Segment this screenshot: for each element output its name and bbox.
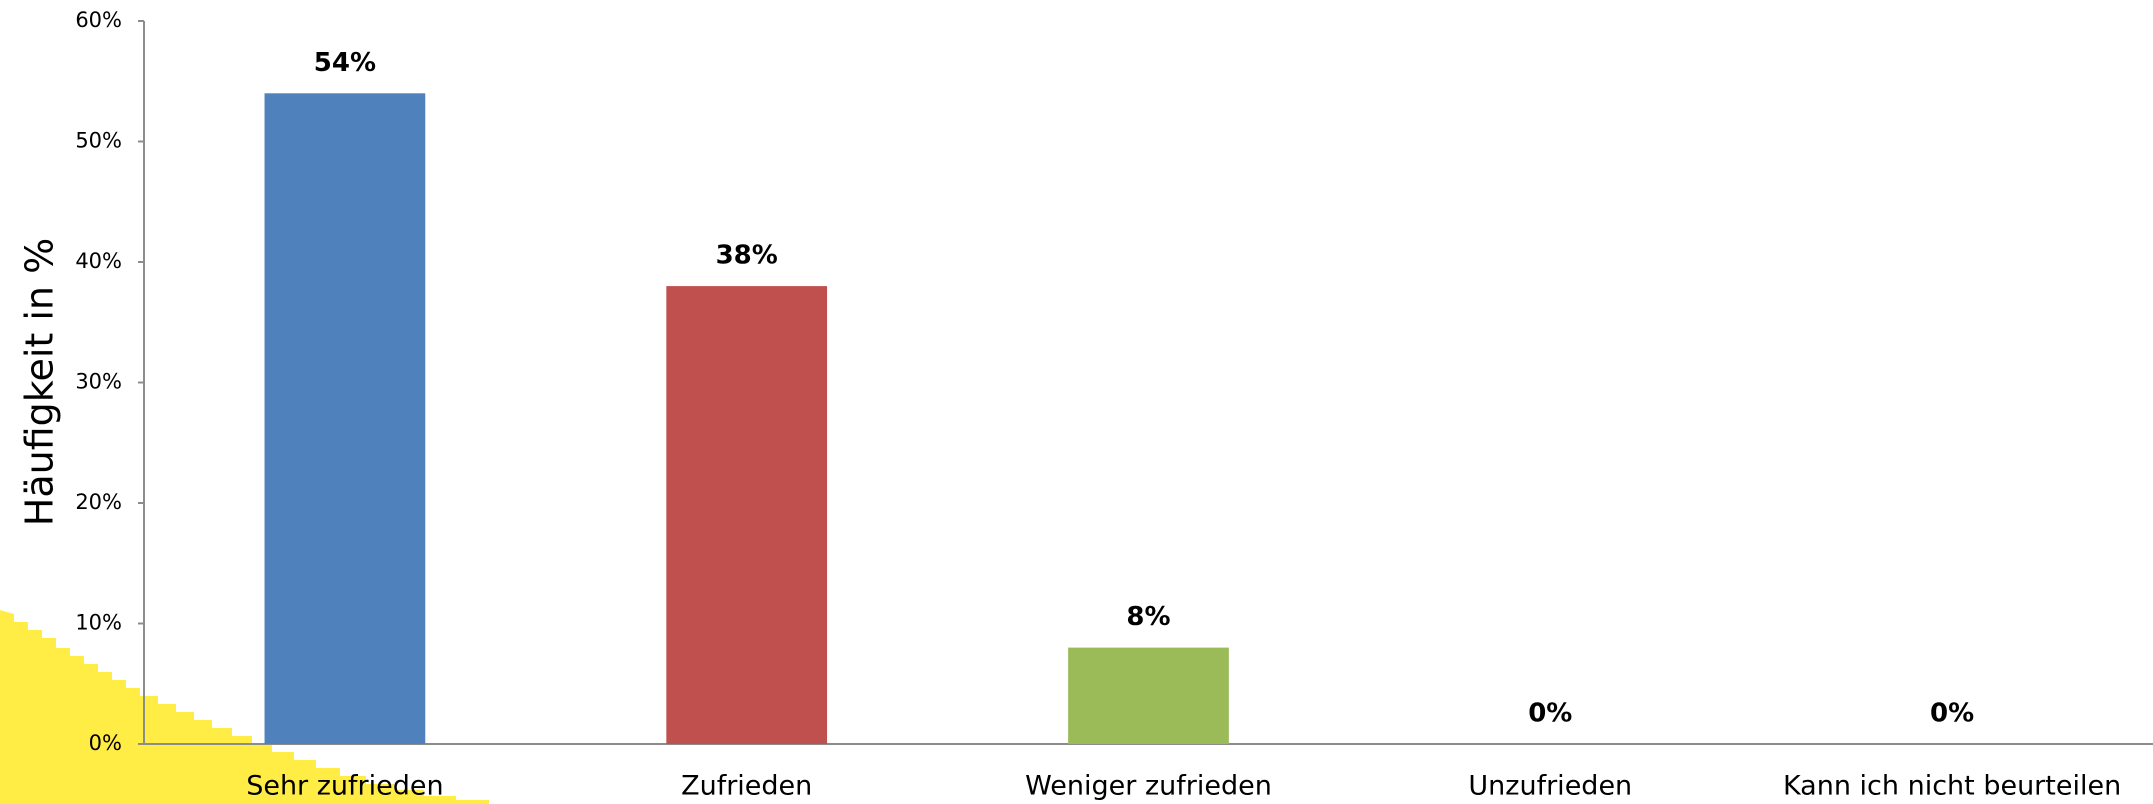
y-tick-label: 40% — [75, 249, 122, 273]
value-label: 54% — [314, 48, 376, 78]
bar — [264, 93, 426, 745]
y-tick-label: 30% — [75, 370, 122, 394]
y-tick-label: 10% — [75, 611, 122, 635]
y-tick-label: 0% — [89, 731, 122, 755]
bar — [1068, 647, 1229, 744]
bar — [666, 286, 828, 744]
x-tick-label: Unzufrieden — [1468, 771, 1632, 802]
y-axis-title: Häufigkeit in % — [18, 238, 62, 526]
value-label: 0% — [1528, 699, 1572, 729]
x-tick-label: Weniger zufrieden — [1025, 771, 1272, 802]
value-label: 8% — [1126, 602, 1170, 632]
x-tick-label: Zufrieden — [681, 771, 812, 802]
value-label: 38% — [716, 241, 778, 271]
y-tick-label: 20% — [75, 490, 122, 514]
x-tick-label: Kann ich nicht beurteilen — [1783, 771, 2121, 802]
y-tick-label: 50% — [75, 129, 122, 153]
y-tick-label: 60% — [75, 8, 122, 32]
x-tick-label: Sehr zufrieden — [246, 771, 443, 802]
value-label: 0% — [1930, 699, 1974, 729]
highlight-overlay — [0, 610, 489, 804]
